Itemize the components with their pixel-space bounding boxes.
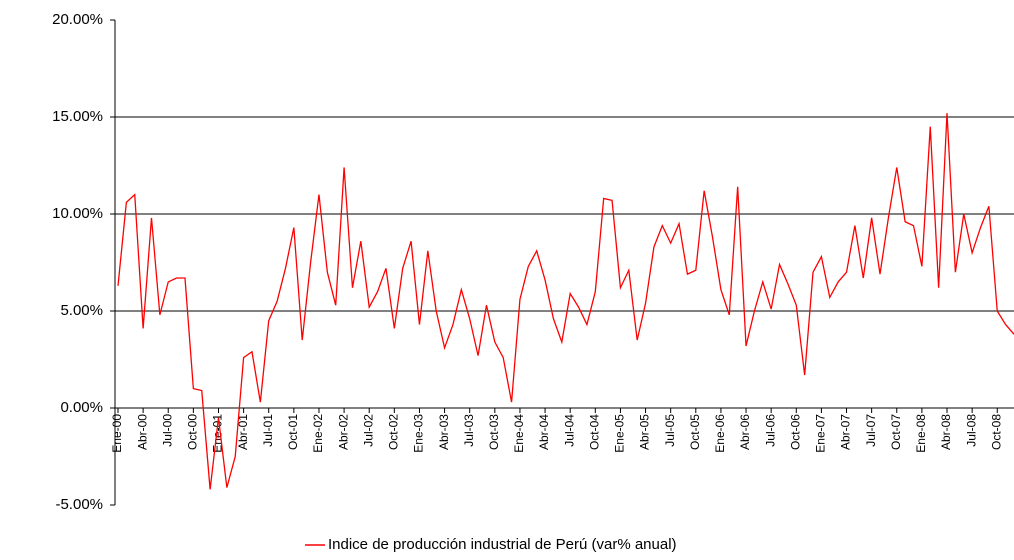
x-tick-label: Jul-08 xyxy=(964,414,978,447)
x-tick-label: Abr-06 xyxy=(738,414,752,450)
x-tick-label: Abr-04 xyxy=(537,414,551,450)
x-tick-label: Ene-07 xyxy=(814,414,828,453)
x-tick-label: Oct-03 xyxy=(487,414,501,450)
x-tick-label: Oct-07 xyxy=(889,414,903,450)
x-tick-label: Abr-07 xyxy=(839,414,853,450)
x-tick-label: Oct-00 xyxy=(186,414,200,450)
x-tick-label: Ene-08 xyxy=(914,414,928,453)
y-tick-label: 0.00% xyxy=(60,399,103,416)
x-tick-label: Ene-06 xyxy=(713,414,727,453)
x-tick-label: Ene-03 xyxy=(412,414,426,453)
x-tick-label: Oct-06 xyxy=(788,414,802,450)
y-tick-label: 10.00% xyxy=(52,205,103,222)
x-tick-label: Abr-00 xyxy=(135,414,149,450)
x-tick-label: Oct-04 xyxy=(587,414,601,450)
x-tick-label: Abr-03 xyxy=(437,414,451,450)
x-tick-label: Oct-02 xyxy=(387,414,401,450)
x-tick-label: Jul-07 xyxy=(864,414,878,447)
x-tick-label: Jul-01 xyxy=(261,414,275,447)
legend-label: Indice de producción industrial de Perú … xyxy=(328,536,677,553)
x-tick-label: Oct-01 xyxy=(286,414,300,450)
x-tick-label: Abr-05 xyxy=(638,414,652,450)
x-tick-label: Oct-05 xyxy=(688,414,702,450)
series-line xyxy=(117,113,1014,490)
x-tick-label: Jul-05 xyxy=(663,414,677,447)
y-tick-label: 5.00% xyxy=(60,302,103,319)
x-tick-label: Jul-00 xyxy=(160,414,174,447)
x-tick-label: Jul-02 xyxy=(361,414,375,447)
x-tick-label: Abr-02 xyxy=(336,414,350,450)
x-tick-label: Jul-03 xyxy=(462,414,476,447)
x-tick-label: Oct-08 xyxy=(989,414,1003,450)
x-tick-label: Ene-05 xyxy=(613,414,627,453)
x-tick-label: Ene-02 xyxy=(311,414,325,453)
x-tick-label: Abr-01 xyxy=(236,414,250,450)
x-tick-label: Ene-00 xyxy=(110,414,124,453)
y-tick-label: -5.00% xyxy=(55,496,103,513)
x-tick-label: Abr-08 xyxy=(939,414,953,450)
x-tick-label: Jul-06 xyxy=(763,414,777,447)
x-tick-label: Ene-04 xyxy=(512,414,526,453)
x-tick-label: Jul-04 xyxy=(562,414,576,447)
y-tick-label: 20.00% xyxy=(52,11,103,28)
y-tick-label: 15.00% xyxy=(52,108,103,125)
